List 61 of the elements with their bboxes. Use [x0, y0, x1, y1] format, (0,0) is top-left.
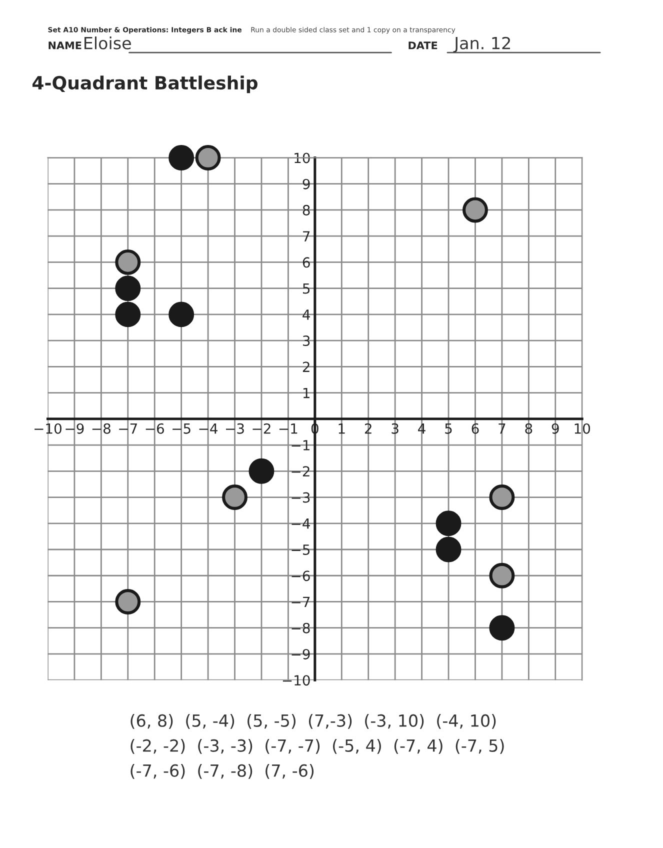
y-tick-label: 6 [302, 257, 310, 268]
y-tick-label: −10 [282, 675, 310, 686]
point [436, 510, 462, 536]
x-tick-label: 6 [472, 423, 479, 434]
y-tick-label: 3 [302, 336, 310, 346]
x-tick-label: 10 [574, 423, 590, 434]
point [168, 302, 194, 328]
y-tick-label: 9 [302, 178, 310, 190]
y-tick-label: −4 [292, 518, 310, 529]
point [195, 145, 221, 170]
point [115, 276, 141, 302]
x-tick-label: −2 [252, 423, 270, 434]
x-tick-label: −5 [172, 424, 190, 434]
y-tick-label: −1 [292, 440, 310, 450]
y-tick-label: −5 [292, 544, 310, 555]
y-tick-label: 8 [302, 204, 310, 216]
y-tick-label: 5 [302, 283, 310, 294]
point [436, 536, 462, 562]
point [115, 589, 141, 614]
text: NAME [48, 42, 82, 50]
text: Jan. 12 [453, 36, 510, 53]
x-tick-label: −7 [119, 424, 137, 434]
x-tick-label: −3 [226, 423, 244, 434]
y-tick-label: −8 [292, 622, 310, 634]
x-tick-label: −8 [92, 423, 110, 434]
y-tick-label: 2 [302, 362, 310, 372]
y-tick-label: 10 [294, 152, 310, 164]
x-tick-label: 1 [338, 424, 345, 434]
point [115, 249, 141, 275]
chart-title: 4-Quadrant Battleship [32, 76, 258, 94]
point [489, 484, 515, 510]
y-tick-label: 1 [303, 388, 310, 398]
y-tick-label: 4 [302, 310, 310, 320]
y-tick-label: −2 [292, 466, 310, 476]
point [489, 615, 515, 641]
x-tick-label: −4 [199, 424, 218, 434]
x-tick-label: 7 [498, 424, 506, 434]
x-tick-label: −1 [279, 424, 298, 434]
point [489, 562, 515, 588]
point [115, 302, 141, 328]
point [248, 458, 274, 484]
y-tick-label: −6 [292, 570, 310, 582]
y-tick-label: −9 [292, 648, 310, 660]
y-tick-label: −7 [292, 596, 310, 608]
point [168, 145, 194, 170]
x-tick-label: −9 [66, 423, 84, 434]
text: Eloise [84, 36, 131, 50]
x-tick-label: 5 [445, 424, 452, 434]
y-tick-label: 7 [303, 231, 310, 242]
text: (6, 8) (5, -4) (5, -5) (7,-3) (-3, 10) (-4, 10) (-2, -2) (-3, -3) (-7, -7) (-5, 4) (-7, 4) (-7, 5) (-7, -6) (-7, -8) (7, -6) [130, 714, 504, 779]
x-tick-label: 2 [364, 423, 372, 434]
x-tick-label: 4 [418, 424, 426, 434]
x-tick-label: 8 [525, 423, 532, 434]
text: DATE [408, 42, 438, 50]
point [222, 484, 248, 510]
x-tick-label: 3 [392, 423, 398, 434]
x-tick-label: 9 [552, 423, 559, 434]
point [462, 197, 488, 223]
x-tick-label: −10 [34, 423, 62, 434]
x-tick-label: −6 [146, 423, 164, 434]
y-tick-label: −3 [292, 492, 310, 503]
